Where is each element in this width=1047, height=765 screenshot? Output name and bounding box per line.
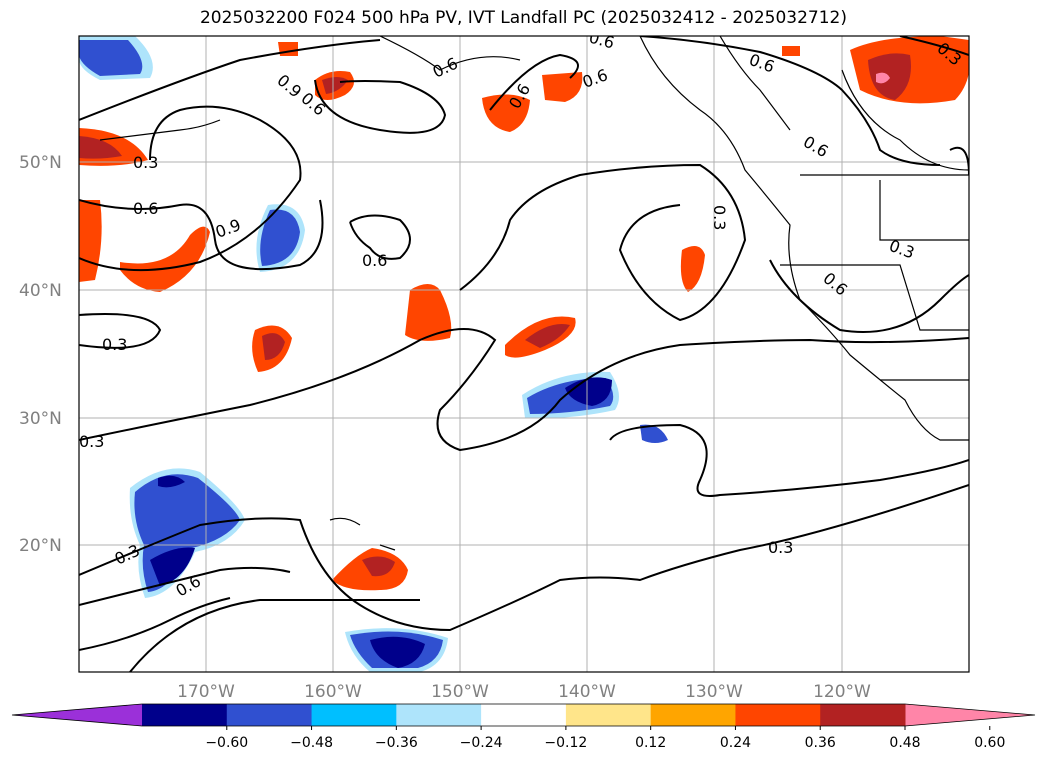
colorbar-swatch <box>735 704 821 726</box>
contour-label: 0.3 <box>102 335 127 354</box>
lon-label: 120°W <box>813 682 871 702</box>
contour-label: 0.6 <box>800 132 832 161</box>
contour-label: 0.3 <box>133 153 158 172</box>
contour-label: 0.3 <box>710 205 729 230</box>
colorbar-tick-label: −0.48 <box>290 735 333 751</box>
lon-label: 130°W <box>685 682 743 702</box>
positive-blob <box>79 136 122 159</box>
positive-blob <box>525 324 570 348</box>
positive-blob <box>405 284 452 341</box>
positive-blob <box>362 556 395 577</box>
lon-label: 160°W <box>304 682 362 702</box>
contour-label: 0.9 <box>273 71 305 102</box>
colorbar-swatch <box>565 704 652 726</box>
positive-blob <box>542 72 583 102</box>
contour-label: 0.6 <box>362 251 387 270</box>
positive-blob <box>876 72 890 84</box>
negative-blob <box>79 40 143 76</box>
colorbar-swatch <box>311 704 397 726</box>
lat-label: 50°N <box>19 153 62 173</box>
map-frame <box>78 35 970 673</box>
latitude-labels: 50°N 40°N 30°N 20°N <box>19 153 62 556</box>
negative-blob <box>134 474 240 592</box>
gridlines <box>79 36 969 672</box>
lat-label: 30°N <box>19 409 62 429</box>
colorbar-swatch <box>396 704 482 726</box>
colorbar-extend-low <box>12 704 142 726</box>
contour-label: 0.9 <box>213 215 243 242</box>
colorbar-swatch <box>820 704 906 726</box>
colorbar-tick-label: 0.12 <box>635 735 666 751</box>
contour-label: 0.6 <box>747 50 777 77</box>
colorbar-tick-label: −0.36 <box>375 735 418 751</box>
contour-label: 0.6 <box>430 54 461 82</box>
lon-label: 140°W <box>558 682 616 702</box>
positive-blob <box>680 246 705 292</box>
colorbar-tick-label: 0.36 <box>805 735 836 751</box>
colorbar: −0.60 −0.48 −0.36 −0.24 −0.12 0.12 0.24 0.36 0.4… <box>11 703 1036 751</box>
negative-blob <box>640 424 668 443</box>
map-panel: 0.9 0.6 0.3 0.6 0.9 0.6 0.3 0.3 0.6 0.6 … <box>79 28 969 672</box>
colorbar-tick-label: 0.24 <box>720 735 751 751</box>
positive-blob <box>79 200 102 282</box>
shaded-anomalies <box>79 36 969 672</box>
lat-label: 20°N <box>19 536 62 556</box>
negative-blob <box>158 475 185 488</box>
negative-blob <box>370 636 425 668</box>
longitude-labels: 170°W 160°W 150°W 140°W 130°W 120°W <box>177 682 871 702</box>
colorbar-extend-high <box>905 704 1035 726</box>
colorbar-tick-label: −0.24 <box>460 735 503 751</box>
contour-label: 0.6 <box>580 65 610 92</box>
contour-label: 0.3 <box>768 538 793 557</box>
lon-label: 150°W <box>431 682 489 702</box>
contour-label: 0.3 <box>79 432 104 451</box>
colorbar-outline <box>11 703 1036 727</box>
colorbar-swatch <box>650 704 736 726</box>
colorbar-swatch <box>481 704 567 726</box>
lat-label: 40°N <box>19 281 62 301</box>
contour-label: 0.6 <box>133 199 158 218</box>
coastlines <box>99 36 969 551</box>
negative-blob <box>150 547 195 586</box>
positive-blob <box>782 46 800 56</box>
positive-blob <box>120 226 210 292</box>
colorbar-tick-label: −0.60 <box>205 735 248 751</box>
colorbar-tick-label: 0.48 <box>889 735 920 751</box>
positive-blob <box>868 53 911 100</box>
map-title: 2025032200 F024 500 hPa PV, IVT Landfall… <box>199 8 847 28</box>
negative-blob <box>565 377 612 406</box>
colorbar-swatch <box>226 704 313 726</box>
negative-blob <box>260 209 300 266</box>
contour-label: 0.6 <box>587 28 617 53</box>
contour-label: 0.6 <box>819 269 851 300</box>
positive-blob <box>262 333 285 360</box>
colorbar-tick-label: 0.60 <box>974 735 1005 751</box>
colorbar-tick-label: −0.12 <box>544 735 587 751</box>
positive-blob <box>278 42 298 56</box>
colorbar-swatch <box>142 704 228 726</box>
lon-label: 170°W <box>177 682 235 702</box>
